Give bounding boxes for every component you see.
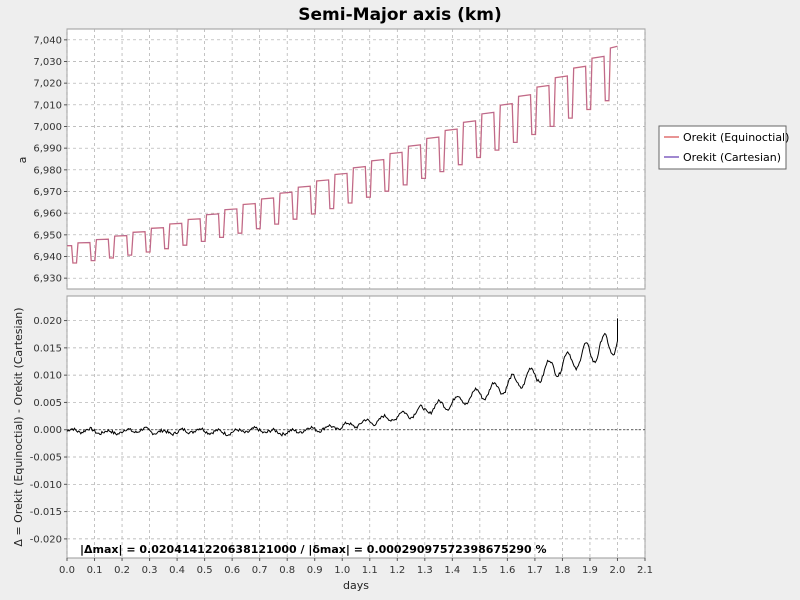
bottom-y-tick-label: -0.015 — [30, 507, 62, 518]
top-y-tick-label: 6,960 — [33, 209, 62, 220]
top-y-axis-label: a — [16, 157, 29, 164]
top-y-tick-label: 7,020 — [33, 79, 62, 90]
bottom-y-tick-label: 0.000 — [33, 425, 62, 436]
top-y-tick-label: 7,010 — [33, 100, 62, 111]
x-tick-label: 1.5 — [472, 565, 488, 576]
top-y-tick-label: 7,040 — [33, 35, 62, 46]
bottom-y-tick-label: 0.005 — [33, 398, 62, 409]
bottom-y-tick-label: -0.010 — [30, 480, 62, 491]
top-y-tick-label: 6,930 — [33, 274, 62, 285]
legend-label-equinoctial: Orekit (Equinoctial) — [683, 131, 789, 144]
top-grid — [66, 29, 646, 289]
chart-title: Semi-Major axis (km) — [298, 5, 501, 25]
x-tick-label: 0.5 — [197, 565, 213, 576]
top-panel: 6,930 6,940 6,950 6,960 6,970 6,980 6,990 7,000… — [16, 28, 646, 290]
x-tick-label: 1.6 — [499, 565, 515, 576]
bottom-y-axis-label: Δ = Orekit (Equinoctial) - Orekit (Carte… — [12, 307, 25, 546]
x-tick-label: 0.9 — [307, 565, 323, 576]
top-y-tick-label: 6,940 — [33, 252, 62, 263]
legend: Orekit (Equinoctial) Orekit (Cartesian) — [658, 125, 789, 170]
top-y-tick-label: 6,980 — [33, 165, 62, 176]
top-y-tick-label: 7,030 — [33, 57, 62, 68]
series-line-cartesian — [67, 46, 618, 264]
x-tick-label: 1.0 — [334, 565, 350, 576]
x-tick-label: 1.1 — [362, 565, 378, 576]
x-tick-label: 0.6 — [224, 565, 240, 576]
x-tick-label: 0.8 — [279, 565, 295, 576]
top-plot-area — [66, 28, 646, 290]
top-y-ticks: 6,930 6,940 6,950 6,960 6,970 6,980 6,990 7,000… — [33, 35, 67, 285]
bottom-y-tick-label: 0.015 — [33, 343, 62, 354]
series-line-difference — [66, 318, 618, 437]
bottom-y-tick-label: 0.010 — [33, 371, 62, 382]
bottom-y-tick-label: -0.005 — [30, 453, 62, 464]
top-y-tick-label: 6,970 — [33, 187, 62, 198]
bottom-y-tick-label: 0.020 — [33, 316, 62, 327]
x-tick-label: 2.1 — [637, 565, 653, 576]
x-tick-label: 1.4 — [444, 565, 460, 576]
x-tick-label: 1.8 — [554, 565, 570, 576]
x-tick-label: 0.1 — [87, 565, 103, 576]
x-tick-label: 0.2 — [114, 565, 130, 576]
x-tick-label: 0.4 — [169, 565, 185, 576]
x-tick-label: 1.2 — [389, 565, 405, 576]
legend-label-cartesian: Orekit (Cartesian) — [683, 151, 781, 164]
x-tick-label: 1.9 — [582, 565, 598, 576]
top-y-tick-label: 6,950 — [33, 230, 62, 241]
x-tick-label: 2.0 — [610, 565, 626, 576]
x-ticks: 0.0 0.1 0.2 0.3 0.4 0.5 0.6 0.7 0.8 0.9 1.0 1.1 1.2 1… — [59, 558, 653, 576]
top-y-tick-label: 6,990 — [33, 144, 62, 155]
bottom-panel: -0.020 -0.015 -0.010 -0.005 0.000 0.005 0.010 0… — [12, 295, 646, 559]
x-axis-label: days — [343, 579, 369, 592]
legend-box — [658, 125, 787, 170]
x-tick-label: 1.3 — [417, 565, 433, 576]
bottom-y-tick-label: -0.020 — [30, 534, 62, 545]
x-tick-label: 0.0 — [59, 565, 75, 576]
x-tick-label: 0.7 — [252, 565, 268, 576]
x-tick-label: 1.7 — [527, 565, 543, 576]
top-y-tick-label: 7,000 — [33, 122, 62, 133]
x-tick-label: 0.3 — [142, 565, 158, 576]
max-delta-annotation: |Δmax| = 0.0204141220638121000 / |δmax| … — [80, 543, 547, 556]
bottom-y-ticks: -0.020 -0.015 -0.010 -0.005 0.000 0.005 0.010 0… — [30, 316, 67, 545]
